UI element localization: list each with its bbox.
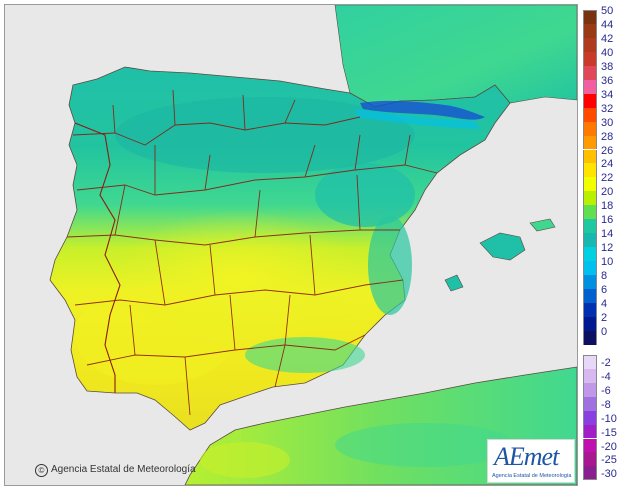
legend-swatch: [583, 316, 597, 331]
legend-label: -6: [601, 384, 611, 397]
legend-label: 40: [601, 46, 614, 59]
legend-swatch: [583, 466, 597, 481]
copyright-icon: ©: [35, 464, 48, 477]
legend-label: 14: [601, 228, 614, 241]
legend-label: 30: [601, 116, 614, 129]
legend-swatch: [583, 233, 597, 248]
aemet-logo: AEmet Agencia Estatal de Meteorología: [487, 439, 575, 483]
legend-swatch: [583, 163, 597, 178]
legend-swatch: [583, 107, 597, 122]
map-canvas: [49, 5, 577, 485]
legend-label: 18: [601, 200, 614, 213]
levante-teal: [368, 215, 412, 315]
copyright-credit: © Agencia Estatal de Meteorología: [35, 464, 196, 477]
legend-swatch: [583, 205, 597, 220]
legend-label: -8: [601, 398, 611, 411]
ibiza: [444, 274, 464, 292]
legend-label: 42: [601, 32, 614, 45]
legend-swatch: [583, 261, 597, 276]
legend-swatch: [583, 93, 597, 108]
legend-label: 16: [601, 214, 614, 227]
logo-word: AEmet: [494, 442, 559, 471]
pyrenees-light: [355, 109, 480, 129]
legend-label: -20: [601, 440, 617, 453]
legend-label: 8: [601, 270, 608, 283]
legend-swatch: [583, 135, 597, 150]
legend-swatch: [583, 289, 597, 303]
legend-label: 2: [601, 311, 608, 324]
legend-label: 38: [601, 60, 614, 73]
legend-swatch: [583, 79, 597, 94]
legend-label: 36: [601, 74, 614, 87]
north-teal: [115, 97, 415, 173]
menorca: [529, 218, 556, 232]
legend-label: -30: [601, 468, 617, 481]
legend-swatch: [583, 10, 597, 24]
legend-swatch: [583, 121, 597, 136]
legend-swatch: [583, 424, 597, 439]
legend-swatch: [583, 438, 597, 453]
color-legend: 50 44 42 40 38 36 34 32 30 28 26 24 22 20 18 16 14 12 10 8 6…: [583, 5, 629, 490]
legend-label: 0: [601, 325, 608, 338]
legend-swatch: [583, 368, 597, 383]
legend-label: 28: [601, 130, 614, 143]
legend-swatch: [583, 177, 597, 192]
legend-label: -4: [601, 370, 611, 383]
legend-swatch: [583, 396, 597, 411]
legend-label: 32: [601, 102, 614, 115]
atlas-green: [335, 423, 515, 467]
legend-label: 22: [601, 172, 614, 185]
legend-swatch: [583, 452, 597, 467]
legend-swatch: [583, 65, 597, 80]
legend-swatch: [583, 302, 597, 317]
legend-label: 4: [601, 297, 608, 310]
legend-label: 20: [601, 186, 614, 199]
pyrenees-cold: [360, 100, 485, 120]
southwest-yellow: [75, 285, 235, 385]
legend-label: -15: [601, 426, 617, 439]
legend-label: 6: [601, 284, 608, 296]
legend-label: -25: [601, 454, 617, 467]
mallorca: [479, 232, 526, 261]
legend-label: 26: [601, 144, 614, 157]
ebro-teal: [315, 163, 415, 227]
legend-swatch: [583, 247, 597, 262]
portugal-border: [74, 122, 121, 393]
legend-label: 44: [601, 18, 614, 31]
legend-swatch: [583, 410, 597, 425]
legend-label: 10: [601, 256, 614, 269]
france-region: [334, 5, 577, 108]
legend-swatch: [583, 354, 597, 369]
rif-lime: [200, 442, 290, 478]
legend-swatch: [583, 51, 597, 66]
legend-swatch: [583, 219, 597, 234]
legend-swatch: [583, 330, 597, 345]
legend-swatch: [583, 149, 597, 164]
legend-label: 50: [601, 5, 614, 17]
legend-label: 12: [601, 242, 614, 255]
logo-subtitle: Agencia Estatal de Meteorología: [492, 473, 572, 479]
credit-text: Agencia Estatal de Meteorología: [51, 464, 196, 475]
legend-label: 34: [601, 88, 614, 101]
legend-swatch: [583, 275, 597, 289]
legend-swatch: [583, 23, 597, 38]
legend-swatch: [583, 191, 597, 206]
legend-swatch: [583, 382, 597, 397]
legend-label: -10: [601, 412, 617, 425]
legend-swatch: [583, 37, 597, 52]
province-borders: [66, 89, 438, 416]
legend-label: 24: [601, 158, 614, 171]
legend-label: -2: [601, 356, 611, 369]
betic-green: [245, 337, 365, 373]
temperature-map: © Agencia Estatal de Meteorología AEmet A…: [4, 4, 578, 486]
